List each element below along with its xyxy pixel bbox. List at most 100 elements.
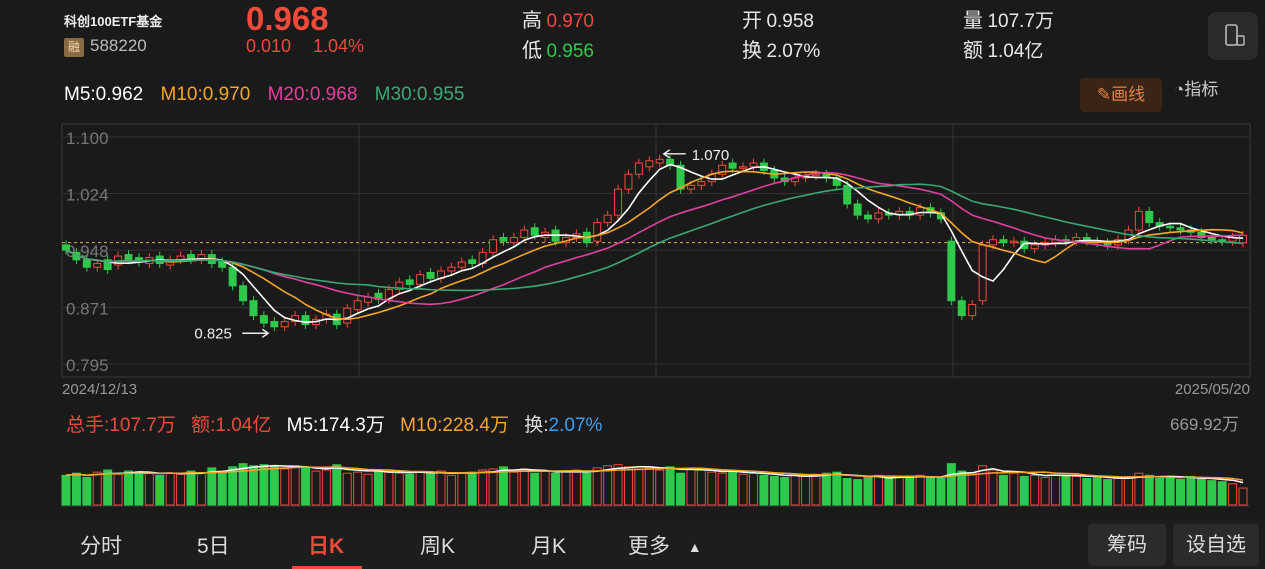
candle-body: [811, 173, 820, 177]
volume-bar: [801, 475, 811, 506]
candle-body: [739, 166, 748, 169]
tab-daily-k[interactable]: 日K: [308, 535, 345, 558]
volume-bar: [1092, 476, 1102, 506]
tab-intraday[interactable]: 分时: [80, 535, 122, 558]
add-watchlist-button[interactable]: 设自选: [1173, 524, 1259, 566]
candle-body: [1176, 227, 1185, 231]
volume-bar: [894, 475, 904, 506]
volume-bar: [530, 472, 540, 506]
volume-bar: [821, 472, 831, 506]
turnover-value: 2.07%: [766, 41, 821, 62]
indicator-button[interactable]: ◔指标: [1174, 78, 1218, 102]
amount-label: 额: [963, 40, 983, 62]
volume-ma10-line: [65, 466, 1244, 481]
candle-body: [301, 315, 310, 326]
volume-bar: [665, 466, 675, 506]
chips-button[interactable]: 筹码: [1088, 524, 1166, 566]
gauge-icon: ◔: [1174, 80, 1185, 99]
x-start-label: 2024/12/13: [62, 381, 137, 398]
volume-bar: [1196, 478, 1206, 506]
volume-bar: [946, 463, 956, 506]
candle-body: [749, 162, 758, 168]
y-tick-label: 1.024: [66, 186, 109, 205]
volume-quote: 量 107.7万: [963, 4, 1054, 33]
volume-bar: [498, 466, 508, 506]
tab-more[interactable]: 更多 ▲: [628, 530, 702, 560]
candle-body: [426, 271, 435, 279]
volume-bar: [1019, 475, 1029, 506]
candle-body: [989, 239, 998, 246]
ma5-legend: M5:0.962: [64, 84, 144, 105]
candle-body: [416, 274, 425, 285]
volume-bar: [728, 470, 738, 506]
volume-bar: [967, 472, 977, 506]
volume-bar: [488, 468, 498, 506]
low-value: 0.956: [546, 41, 594, 62]
volume-bar: [394, 472, 404, 506]
volume-bar: [1113, 478, 1123, 506]
tab-5day[interactable]: 5日: [197, 535, 230, 558]
volume-bar: [405, 473, 415, 506]
volume-bar: [623, 466, 633, 506]
volume-bar: [853, 479, 863, 506]
candle-body: [968, 303, 977, 317]
candle-body: [405, 279, 414, 285]
volume-bar: [926, 476, 936, 506]
candle-body: [1166, 225, 1175, 229]
volume-bar: [769, 475, 779, 506]
candle-body: [1134, 210, 1143, 231]
candle-body: [82, 259, 91, 268]
volume-bar: [176, 473, 186, 506]
volume-turnover-label: 换:: [524, 415, 549, 436]
volume-bar: [155, 474, 165, 506]
tab-weekly-k[interactable]: 周K: [420, 535, 456, 558]
candle-body: [228, 266, 237, 287]
fund-code: 588220: [90, 36, 147, 55]
candle-body: [1197, 231, 1206, 238]
y-tick-label: 0.871: [66, 299, 109, 318]
period-tabs: 分时 5日 日K 周K 月K 更多 ▲: [0, 520, 1265, 569]
volume-bar: [1217, 481, 1227, 506]
volume-bar: [1071, 475, 1081, 506]
volume-total: 总手:107.7万: [66, 415, 176, 436]
low-quote: 低 0.956: [522, 34, 594, 63]
candle-body: [853, 203, 862, 216]
x-end-label: 2025/05/20: [1175, 381, 1250, 398]
volume-bar: [1082, 478, 1092, 506]
volume-bar: [634, 468, 644, 506]
ma20-legend: M20:0.968: [267, 84, 358, 105]
candle-body: [499, 236, 508, 242]
volume-m5: M5:174.3万: [286, 415, 385, 436]
ma-legend: M5:0.962 M10:0.970 M20:0.968 M30:0.955: [64, 84, 476, 106]
candle-body: [1020, 240, 1029, 250]
volume-bar: [384, 470, 394, 506]
amount-quote: 额 1.04亿: [963, 34, 1043, 63]
volume-chart[interactable]: [0, 432, 1265, 508]
turnover-label: 换: [742, 40, 762, 62]
candle-body: [978, 244, 987, 302]
high-value: 0.970: [546, 11, 594, 32]
volume-bar: [582, 472, 592, 506]
candle-body: [874, 212, 883, 220]
volume-bar: [1238, 487, 1248, 506]
volume-bar: [301, 467, 311, 506]
volume-bar: [884, 478, 894, 506]
candle-body: [447, 266, 456, 272]
tab-monthly-k[interactable]: 月K: [531, 535, 567, 558]
volume-bar: [1123, 476, 1133, 506]
phone-rotate-button[interactable]: [1208, 12, 1258, 60]
volume-legend: 总手:107.7万 额:1.04亿 M5:174.3万 M10:228.4万 换…: [66, 410, 612, 437]
amount-value: 1.04亿: [987, 41, 1044, 62]
draw-line-button[interactable]: ✎画线: [1080, 78, 1162, 112]
volume-bar: [842, 478, 852, 506]
ma30-legend: M30:0.955: [374, 84, 465, 105]
open-label: 开: [742, 10, 762, 32]
volume-bar: [936, 478, 946, 506]
candle-body: [353, 300, 362, 311]
fund-name: 科创100ETF基金: [64, 14, 163, 29]
volume-bar: [446, 474, 456, 506]
candle-body: [239, 285, 248, 302]
candle-body: [916, 207, 925, 216]
volume-bar: [738, 473, 748, 506]
